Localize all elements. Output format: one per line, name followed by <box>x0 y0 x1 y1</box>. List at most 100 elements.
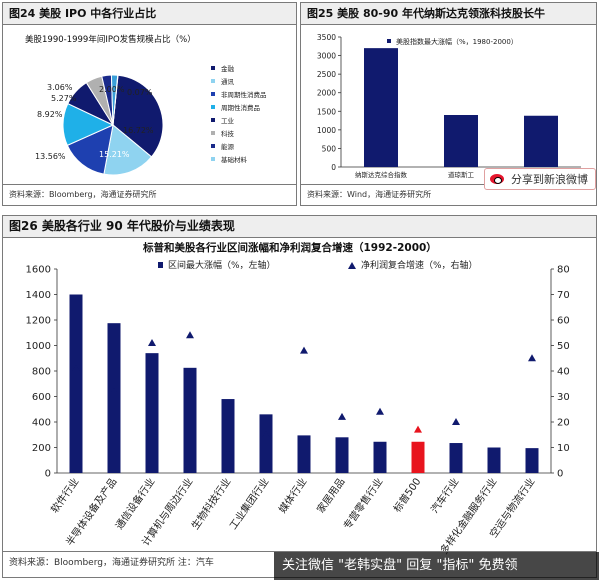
bar2-bar-2 <box>524 115 558 167</box>
pie-legend-item-5: 科技 <box>221 129 235 138</box>
combo-legend-bar: 区间最大涨幅（%，左轴） <box>168 259 276 271</box>
ipo-pie-chart: 美股1990-1999年间IPO发售规模占比（%） 16.72% 15.21% 13.… <box>25 34 267 176</box>
combo-category-0: 软件行业 <box>48 475 82 515</box>
bar2-bar-1 <box>444 115 478 167</box>
combo-triangle-4 <box>224 448 232 456</box>
pie-data-label-3: 13.56% <box>35 152 66 161</box>
combo-category-5: 工业集团行业 <box>226 475 271 532</box>
combo-bar-5 <box>259 414 273 473</box>
bar2-category-1: 道琼斯工 <box>448 170 475 179</box>
combo-triangle-7 <box>338 412 346 420</box>
pie-legend-swatch-4 <box>211 118 215 122</box>
pie-legend-item-3: 周期性消费品 <box>221 103 260 112</box>
combo-triangle-8 <box>376 407 384 415</box>
combo-right-tick-label-2: 20 <box>557 418 570 429</box>
combo-category-2: 通信设备行业 <box>112 475 157 532</box>
bar2-ytick-label-7: 3500 <box>317 33 336 42</box>
pie-title: 美股1990-1999年间IPO发售规模占比（%） <box>25 34 196 45</box>
combo-legend-triangle-swatch <box>348 262 356 269</box>
pie-data-label-4: 8.92% <box>37 110 63 119</box>
combo-left-tick-label-3: 600 <box>32 392 51 403</box>
combo-bar-3 <box>183 367 197 473</box>
combo-triangle-12 <box>528 354 536 362</box>
combo-right-tick-label-5: 50 <box>557 341 570 352</box>
combo-bar-7 <box>335 437 349 473</box>
pie-slice-0 <box>112 74 164 158</box>
industry-combo-chart: 标普和美股各行业区间涨幅和净利润复合增速（1992-2000） 区间最大涨幅（%，… <box>26 241 570 556</box>
bar2-bar-0 <box>364 48 398 168</box>
combo-triangle-10 <box>452 418 460 425</box>
industry-panel-title: 图26 美股各行业 90 年代股价与业绩表现 <box>3 216 596 238</box>
bar2-legend: 美股指数最大涨幅（%，1980-2000） <box>396 37 518 46</box>
combo-left-tick-label-5: 1000 <box>26 341 51 352</box>
pie-slice-8 <box>112 74 119 126</box>
combo-triangle-3 <box>186 331 194 339</box>
combo-category-4: 生物科技行业 <box>188 475 233 532</box>
combo-right-tick-label-6: 60 <box>557 316 570 327</box>
combo-bar-9 <box>411 441 425 473</box>
pie-slice-2 <box>66 124 114 175</box>
combo-triangle-9 <box>414 425 422 433</box>
combo-right-tick-label-1: 10 <box>557 443 570 454</box>
pie-legend-item-1: 通讯 <box>221 77 235 86</box>
combo-bar-10 <box>449 443 463 473</box>
combo-category-10: 汽车行业 <box>428 475 462 515</box>
pie-data-label-1: 16.72% <box>123 126 154 135</box>
combo-triangle-1 <box>110 387 118 395</box>
pie-data-label-8: 0.07% <box>127 88 153 97</box>
bar2-ytick-label-3: 1500 <box>317 107 336 116</box>
share-weibo-label: 分享到新浪微博 <box>511 173 588 186</box>
combo-title: 标普和美股各行业区间涨幅和净利润复合增速（1992-2000） <box>142 241 437 254</box>
combo-bar-2 <box>145 353 159 473</box>
pie-legend-item-0: 金融 <box>221 64 235 73</box>
combo-left-tick-label-7: 1400 <box>26 290 51 301</box>
combo-category-9: 标普500 <box>390 475 423 514</box>
combo-bar-11 <box>487 447 501 473</box>
pie-legend-swatch-0 <box>211 66 215 70</box>
combo-category-6: 媒体行业 <box>276 475 310 515</box>
bar2-ytick-label-1: 500 <box>322 144 337 153</box>
combo-category-7: 家居用品 <box>314 475 348 515</box>
combo-right-tick-label-7: 70 <box>557 290 570 301</box>
combo-triangle-5 <box>262 430 270 438</box>
nasdaq-panel-source: 资料来源：Wind，海通证券研究所 <box>307 190 432 199</box>
combo-left-tick-label-8: 1600 <box>26 265 51 276</box>
combo-bar-8 <box>373 441 387 473</box>
pie-legend-swatch-6 <box>211 144 215 148</box>
combo-left-tick-label-4: 800 <box>32 367 51 378</box>
pie-data-label-7: 2.00% <box>99 85 125 94</box>
pie-legend-swatch-5 <box>211 131 215 135</box>
ipo-panel-title: 图24 美股 IPO 中各行业占比 <box>3 3 296 25</box>
share-weibo-button[interactable]: 分享到新浪微博 <box>484 168 596 190</box>
nasdaq-panel: 图25 美股 80-90 年代纳斯达克领涨科技股长牛 0 500 1000 1500 2… <box>300 2 597 206</box>
combo-right-tick-label-4: 40 <box>557 367 570 378</box>
combo-triangle-2 <box>148 338 156 346</box>
combo-bar-12 <box>525 448 539 473</box>
wechat-watermark: 关注微信 "老韩实盘" 回复 "指标" 免费领 <box>274 552 599 580</box>
bar2-category-0: 纳斯达克综合指数 <box>355 170 408 179</box>
combo-left-tick-label-0: 0 <box>45 469 51 480</box>
pie-data-label-2: 15.21% <box>99 150 130 159</box>
combo-bar-1 <box>107 323 121 473</box>
bar2-legend-swatch <box>387 39 391 43</box>
pie-legend-swatch-2 <box>211 92 215 96</box>
combo-triangle-6 <box>300 346 308 354</box>
pie-slice-1 <box>103 124 153 176</box>
bar2-ytick-label-0: 0 <box>331 163 336 172</box>
combo-legend-triangle: 净利润复合增速（%，右轴） <box>361 259 478 271</box>
pie-legend-swatch-7 <box>211 157 215 161</box>
pie-legend-item-2: 非周期性消费品 <box>221 90 267 99</box>
ipo-panel-source: 资料来源：Bloomberg，海通证券研究所 <box>9 190 157 199</box>
combo-right-tick-label-0: 0 <box>557 469 563 480</box>
combo-left-tick-label-2: 400 <box>32 418 51 429</box>
pie-legend-swatch-1 <box>211 79 215 83</box>
combo-category-8: 专营零售行业 <box>340 475 385 532</box>
nasdaq-bar-chart: 0 500 1000 1500 2000 2500 3000 3500 美股指数最大涨幅（%，1… <box>317 33 581 179</box>
pie-legend-item-4: 工业 <box>221 116 235 125</box>
nasdaq-panel-title: 图25 美股 80-90 年代纳斯达克领涨科技股长牛 <box>301 3 596 25</box>
pie-legend-item-7: 基础材料 <box>221 155 248 164</box>
bar2-ytick-label-5: 2500 <box>317 70 336 79</box>
combo-left-tick-label-6: 1200 <box>26 316 51 327</box>
pie-legend-item-6: 能源 <box>221 142 235 151</box>
weibo-icon <box>489 172 507 186</box>
